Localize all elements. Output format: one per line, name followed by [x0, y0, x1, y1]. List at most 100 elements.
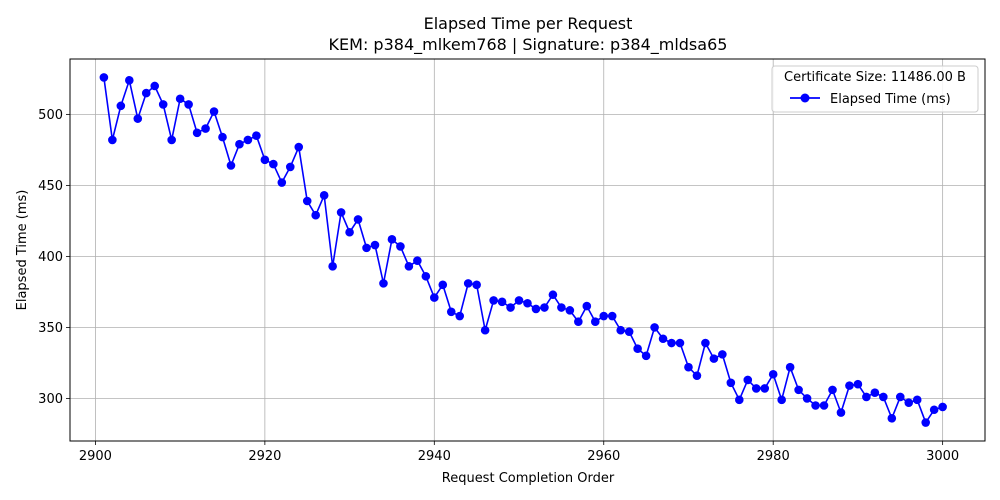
data-point [99, 73, 109, 82]
data-point [285, 162, 295, 172]
data-point [514, 296, 524, 305]
data-point [108, 135, 117, 145]
data-point [235, 139, 244, 149]
x-tick-label: 2980 [757, 449, 790, 464]
data-point [751, 384, 761, 393]
data-point [735, 395, 744, 405]
data-point [794, 385, 803, 395]
data-point [565, 306, 575, 315]
data-point [701, 338, 710, 348]
data-point [133, 114, 143, 123]
data-point [446, 307, 456, 317]
data-point [158, 100, 168, 109]
data-point [785, 362, 795, 372]
data-point [455, 311, 465, 321]
data-point [167, 135, 176, 145]
data-point [319, 191, 329, 200]
data-point [396, 242, 405, 251]
chart-subtitle: KEM: p384_mlkem768 | Signature: p384_mld… [329, 35, 728, 55]
legend-entry-label: Elapsed Time (ms) [830, 92, 951, 107]
data-point [209, 107, 219, 116]
data-point [302, 196, 312, 206]
data-point [548, 290, 558, 300]
y-tick-label: 350 [38, 321, 63, 336]
y-tick-label: 450 [38, 179, 63, 194]
legend: Certificate Size: 11486.00 B Elapsed Tim… [771, 65, 979, 113]
data-point [887, 413, 897, 423]
data-point [743, 375, 753, 385]
data-point [353, 215, 363, 224]
data-point [311, 210, 320, 220]
data-point [201, 124, 210, 133]
data-point [692, 371, 702, 380]
data-point [557, 303, 566, 312]
x-tick-label: 2920 [248, 449, 281, 464]
data-point [904, 398, 914, 407]
data-point [582, 301, 592, 311]
data-point [421, 271, 431, 281]
data-point [726, 378, 736, 388]
data-point [328, 262, 337, 271]
data-point [472, 280, 481, 290]
data-point [616, 325, 625, 335]
x-axis-label: Request Completion Order [442, 471, 615, 486]
data-point [624, 327, 634, 336]
data-point [430, 293, 439, 302]
data-point [658, 334, 668, 344]
legend-box [771, 65, 979, 113]
data-point [853, 379, 863, 389]
data-point [802, 394, 812, 403]
data-point [675, 338, 685, 348]
data-point [912, 395, 922, 405]
data-point [192, 128, 202, 138]
data-point [294, 142, 304, 152]
data-point [413, 256, 422, 265]
legend-marker-swatch [800, 93, 810, 103]
data-point [667, 338, 676, 348]
data-point [760, 384, 770, 393]
data-point [370, 240, 380, 250]
data-point [125, 76, 134, 85]
series-layer [99, 73, 947, 427]
y-tick-label: 300 [38, 392, 63, 407]
data-point [709, 354, 719, 363]
data-point [345, 227, 354, 237]
data-point [599, 311, 609, 321]
legend-title: Certificate Size: 11486.00 B [784, 70, 966, 85]
data-point [895, 392, 905, 402]
data-point [523, 298, 532, 308]
data-point [260, 155, 270, 165]
data-point [218, 132, 227, 142]
data-point [141, 88, 151, 98]
data-point [336, 208, 346, 217]
data-point [938, 402, 947, 412]
data-point [438, 280, 448, 290]
x-tick-label: 2940 [418, 449, 451, 464]
x-tick-label: 2960 [587, 449, 620, 464]
data-point [243, 135, 253, 145]
data-point [929, 405, 939, 415]
plot-frame [69, 58, 986, 442]
data-point [404, 262, 414, 271]
y-tick-label: 400 [38, 250, 63, 265]
series-line [103, 77, 943, 424]
data-point [845, 381, 854, 390]
y-axis: 300 350 400 450 500 [38, 108, 70, 407]
data-point [819, 401, 829, 410]
data-point [506, 303, 515, 312]
data-point [590, 317, 600, 327]
data-point [768, 369, 778, 379]
data-point [387, 235, 397, 244]
data-point [489, 296, 498, 305]
data-point [879, 392, 888, 402]
data-point [828, 385, 837, 395]
y-tick-label: 500 [38, 108, 63, 123]
data-point [480, 325, 490, 335]
x-tick-label: 3000 [926, 449, 959, 464]
data-point [870, 388, 880, 398]
data-point [175, 94, 185, 104]
data-point [921, 418, 930, 427]
data-point [252, 131, 261, 140]
y-axis-label: Elapsed Time (ms) [15, 190, 30, 311]
